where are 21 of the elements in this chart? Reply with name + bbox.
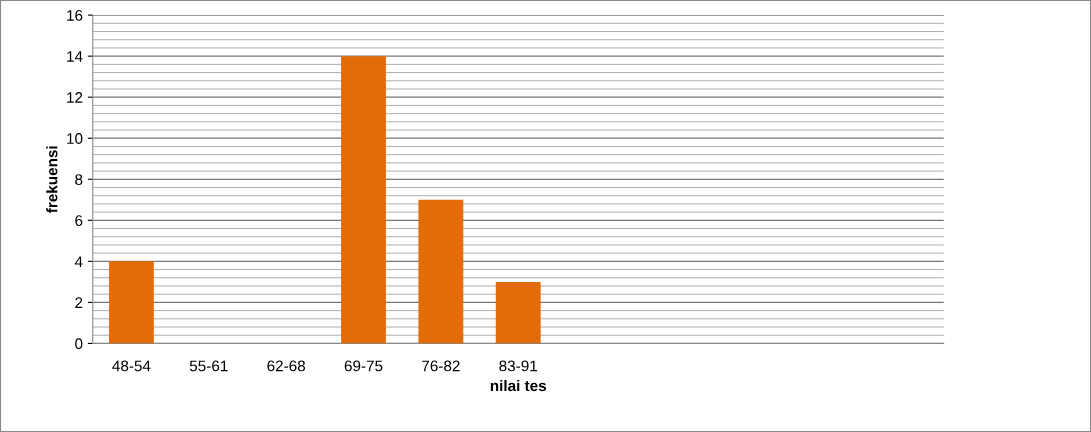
x-axis-title: nilai tes — [490, 379, 547, 392]
y-tick-label: 4 — [74, 256, 83, 267]
x-tick-label: 62-68 — [267, 360, 306, 372]
bar — [108, 261, 154, 344]
y-tick-label: 2 — [75, 297, 83, 308]
y-tick-label: 16 — [67, 9, 83, 21]
y-tick-label: 6 — [75, 215, 83, 227]
y-tick-label: 8 — [75, 174, 83, 185]
y-tick-label: 14 — [67, 51, 83, 62]
x-tick-label: 76-82 — [422, 360, 460, 372]
y-tick-label: 0 — [75, 338, 83, 350]
bar — [495, 281, 541, 344]
x-tick-label: 69-75 — [344, 360, 383, 372]
y-axis-title: frekuensi — [46, 146, 58, 213]
bar — [418, 199, 464, 344]
x-tick-label: 55-61 — [189, 360, 228, 372]
x-tick-label: 83-91 — [499, 360, 538, 372]
y-tick-label: 10 — [67, 133, 83, 144]
x-tick-label: 48-54 — [112, 360, 151, 372]
y-tick-label: 12 — [67, 92, 83, 103]
bar — [341, 56, 386, 344]
